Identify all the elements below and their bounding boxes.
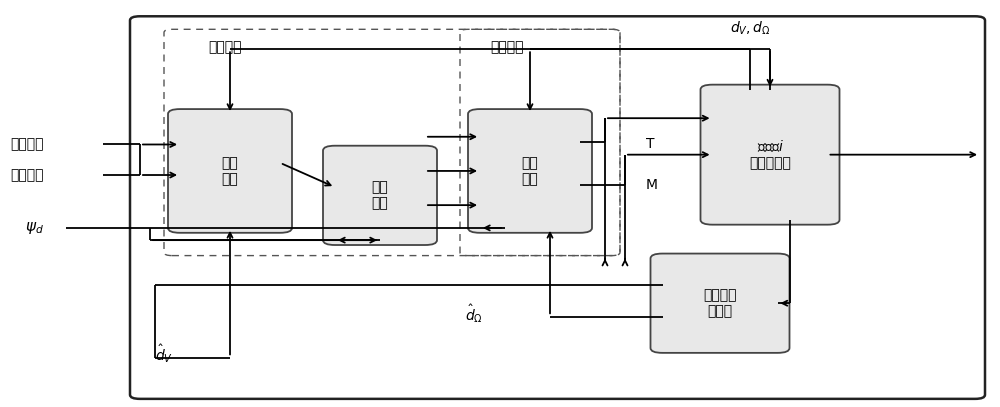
Text: 四旋翼$i$
动力学模型: 四旋翼$i$ 动力学模型 [749,139,791,171]
Text: M: M [646,178,658,192]
Text: 位置
控制: 位置 控制 [222,156,238,186]
Text: $d_V, d_\Omega$: $d_V, d_\Omega$ [730,20,771,37]
FancyBboxPatch shape [700,85,840,225]
FancyBboxPatch shape [130,16,985,399]
Text: $\hat{d}_\Omega$: $\hat{d}_\Omega$ [465,302,483,325]
Text: 实际姿态: 实际姿态 [490,41,524,55]
FancyBboxPatch shape [168,109,292,233]
Text: 邻机信息: 邻机信息 [10,168,44,182]
Text: $\psi_d$: $\psi_d$ [25,220,44,236]
Text: 中间
转换: 中间 转换 [372,180,388,210]
Text: 期望轨迹: 期望轨迹 [10,138,44,151]
FancyBboxPatch shape [650,254,790,353]
Text: T: T [646,138,654,151]
FancyBboxPatch shape [468,109,592,233]
FancyBboxPatch shape [323,146,437,245]
Text: 实际位置: 实际位置 [208,41,242,55]
Text: $\hat{d}_V$: $\hat{d}_V$ [155,343,173,365]
Text: 扩张状态
观测器: 扩张状态 观测器 [703,288,737,318]
Text: 姿态
控制: 姿态 控制 [522,156,538,186]
